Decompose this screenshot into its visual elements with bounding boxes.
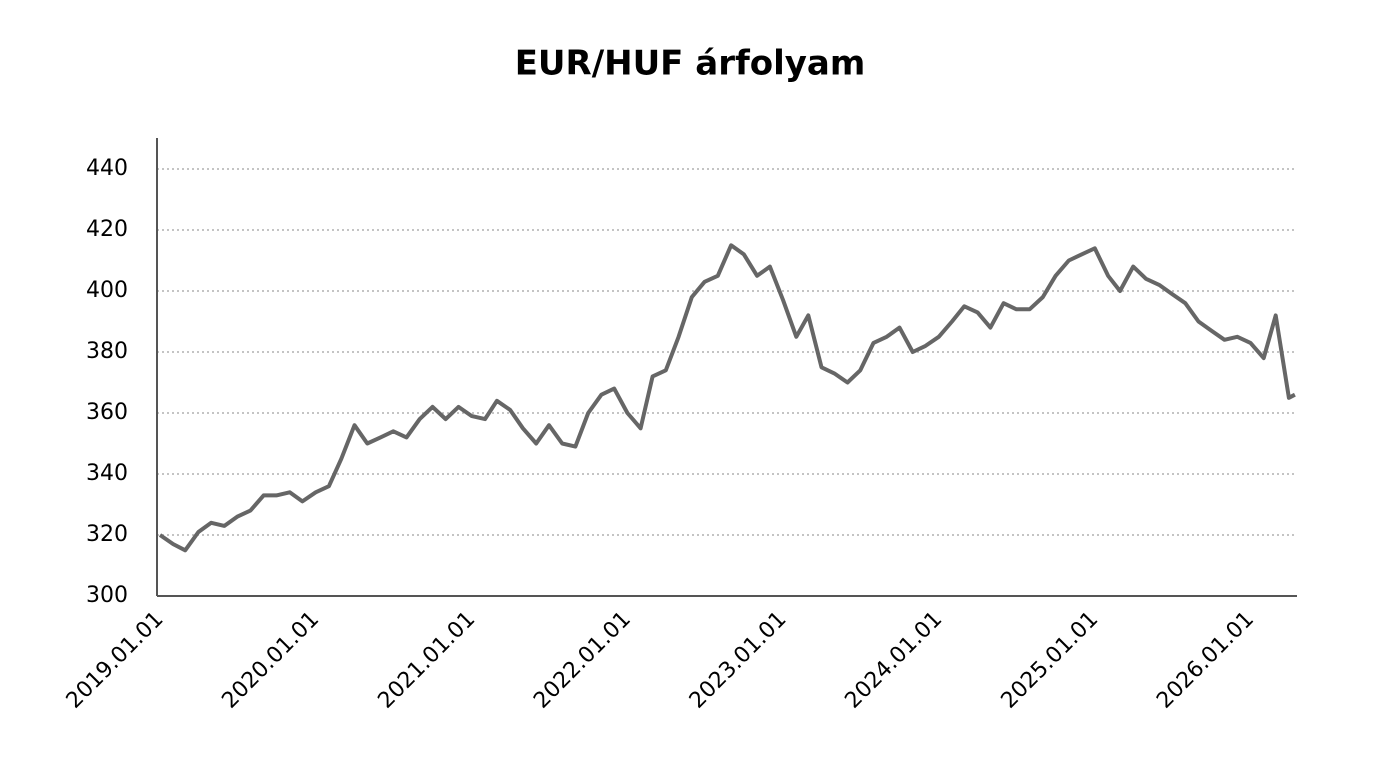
y-tick-label: 300: [86, 583, 128, 608]
x-tick-label: 2019.01.01: [62, 607, 169, 714]
y-tick-label: 340: [86, 461, 128, 486]
x-tick-label: 2025.01.01: [997, 607, 1104, 714]
y-tick-label: 420: [86, 217, 128, 242]
x-tick-label: 2024.01.01: [840, 607, 947, 714]
x-tick-label: 2022.01.01: [529, 607, 636, 714]
x-tick-label: 2020.01.01: [217, 607, 324, 714]
x-tick-label: 2021.01.01: [373, 607, 480, 714]
y-tick-label: 380: [86, 339, 128, 364]
chart-title: EUR/HUF árfolyam: [515, 44, 866, 84]
y-tick-label: 360: [86, 400, 128, 425]
x-tick-label: 2026.01.01: [1152, 607, 1259, 714]
data-line: [158, 243, 1296, 553]
x-tick-label: 2023.01.01: [685, 607, 792, 714]
y-tick-label: 400: [86, 278, 128, 303]
y-tick-label: 440: [86, 156, 128, 181]
y-tick-label: 320: [86, 522, 128, 547]
